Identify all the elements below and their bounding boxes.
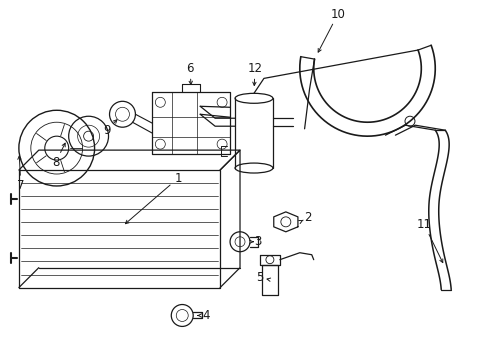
Text: 8: 8 <box>52 156 60 168</box>
Text: 3: 3 <box>254 235 261 248</box>
Text: 6: 6 <box>186 62 194 75</box>
Text: 4: 4 <box>202 309 209 322</box>
Text: 11: 11 <box>416 218 431 231</box>
Text: 12: 12 <box>247 62 262 75</box>
Text: 5: 5 <box>256 271 263 284</box>
Text: 7: 7 <box>17 180 24 193</box>
Text: 1: 1 <box>174 171 182 185</box>
Text: 2: 2 <box>304 211 311 224</box>
Text: 9: 9 <box>102 124 110 137</box>
Text: 10: 10 <box>329 8 345 21</box>
